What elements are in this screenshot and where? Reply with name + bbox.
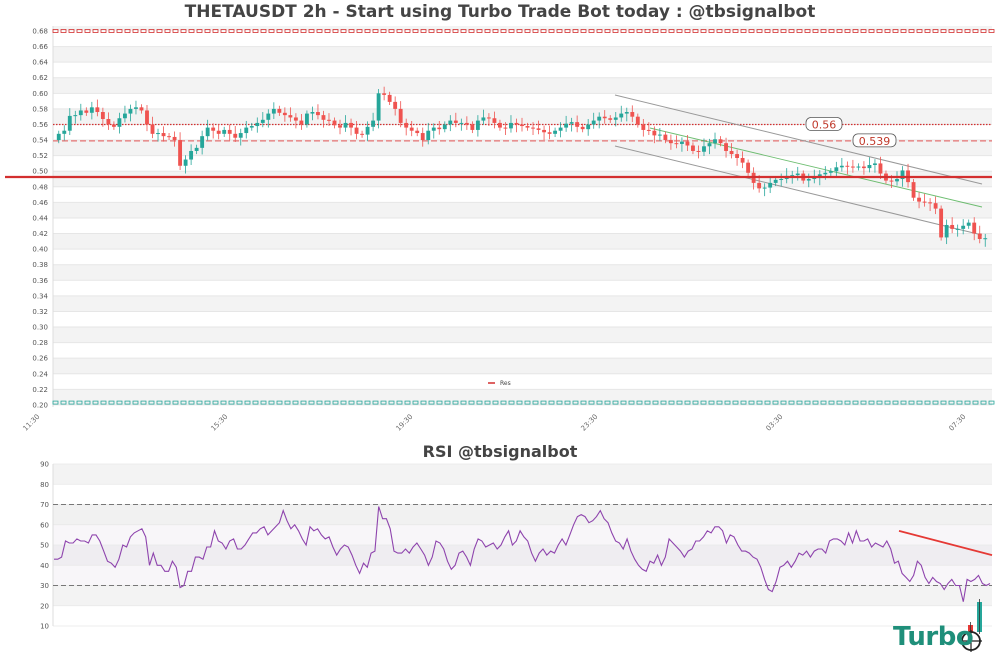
svg-text:0.34: 0.34 [32, 292, 48, 300]
svg-text:0.58: 0.58 [32, 105, 48, 113]
svg-text:0.62: 0.62 [32, 74, 48, 82]
svg-text:0.36: 0.36 [32, 277, 48, 285]
svg-text:0.24: 0.24 [32, 370, 48, 378]
svg-text:0.26: 0.26 [32, 355, 48, 363]
svg-text:90: 90 [40, 461, 49, 469]
svg-text:0.56: 0.56 [812, 118, 837, 131]
svg-text:0.66: 0.66 [32, 43, 48, 51]
svg-text:0.50: 0.50 [32, 168, 48, 176]
svg-text:0.539: 0.539 [859, 135, 891, 148]
svg-text:0.68: 0.68 [32, 28, 48, 36]
turbo-logo: Turbo [893, 622, 974, 652]
svg-text:10: 10 [40, 623, 49, 631]
bottom-support-pattern-line [52, 400, 995, 405]
svg-text:0.56: 0.56 [32, 121, 48, 129]
main-chart-title: THETAUSDT 2h - Start using Turbo Trade B… [184, 2, 816, 22]
price-y-axis: 0.20 0.22 0.24 0.26 0.28 0.30 0.32 0.34 0.36 0.38… [32, 28, 48, 410]
svg-text:0.44: 0.44 [32, 214, 48, 222]
price-plot-area [52, 26, 992, 407]
svg-text:20: 20 [40, 602, 49, 610]
rsi-plot-area [52, 463, 992, 627]
svg-text:11:30: 11:30 [21, 413, 41, 433]
svg-text:0.22: 0.22 [32, 386, 48, 394]
svg-text:30: 30 [40, 582, 49, 590]
svg-text:0.40: 0.40 [32, 246, 48, 254]
svg-text:0.30: 0.30 [32, 324, 48, 332]
svg-text:40: 40 [40, 562, 49, 570]
svg-text:15:30: 15:30 [209, 413, 229, 433]
svg-text:0.60: 0.60 [32, 90, 48, 98]
svg-text:80: 80 [40, 481, 49, 489]
svg-text:0.46: 0.46 [32, 199, 48, 207]
svg-text:0.54: 0.54 [32, 137, 48, 145]
svg-text:07:30: 07:30 [947, 413, 967, 433]
svg-text:0.38: 0.38 [32, 261, 48, 269]
label-0539: 0.539 [852, 133, 897, 148]
rsi-trendline [898, 529, 993, 556]
rsi-y-axis: 10 20 30 40 50 60 70 80 90 [40, 461, 49, 631]
svg-text:0.42: 0.42 [32, 230, 48, 238]
svg-text:03:30: 03:30 [764, 413, 784, 433]
svg-text:0.28: 0.28 [32, 339, 48, 347]
svg-text:0.32: 0.32 [32, 308, 48, 316]
svg-text:0.64: 0.64 [32, 59, 48, 67]
svg-text:60: 60 [40, 521, 49, 529]
svg-text:0.48: 0.48 [32, 183, 48, 191]
svg-text:0.52: 0.52 [32, 152, 48, 160]
svg-text:70: 70 [40, 501, 49, 509]
logo-text: Turbo [893, 622, 974, 652]
label-056: 0.56 [805, 117, 843, 131]
svg-text:19:30: 19:30 [394, 413, 414, 433]
candlesticks [56, 86, 988, 247]
trend-channel [614, 94, 983, 236]
rsi-line [54, 506, 991, 602]
svg-text:50: 50 [40, 542, 49, 550]
time-x-axis: 11:30 15:30 19:30 23:30 03:30 07:30 [21, 413, 967, 433]
rsi-chart-title: RSI @tbsignalbot [422, 442, 578, 461]
price-legend: Res [488, 380, 511, 387]
top-resistance-pattern-line [52, 29, 995, 33]
turbo-logo-icon [960, 599, 982, 652]
svg-text:Res: Res [500, 380, 511, 387]
svg-text:0.20: 0.20 [32, 401, 48, 409]
svg-text:23:30: 23:30 [579, 413, 599, 433]
